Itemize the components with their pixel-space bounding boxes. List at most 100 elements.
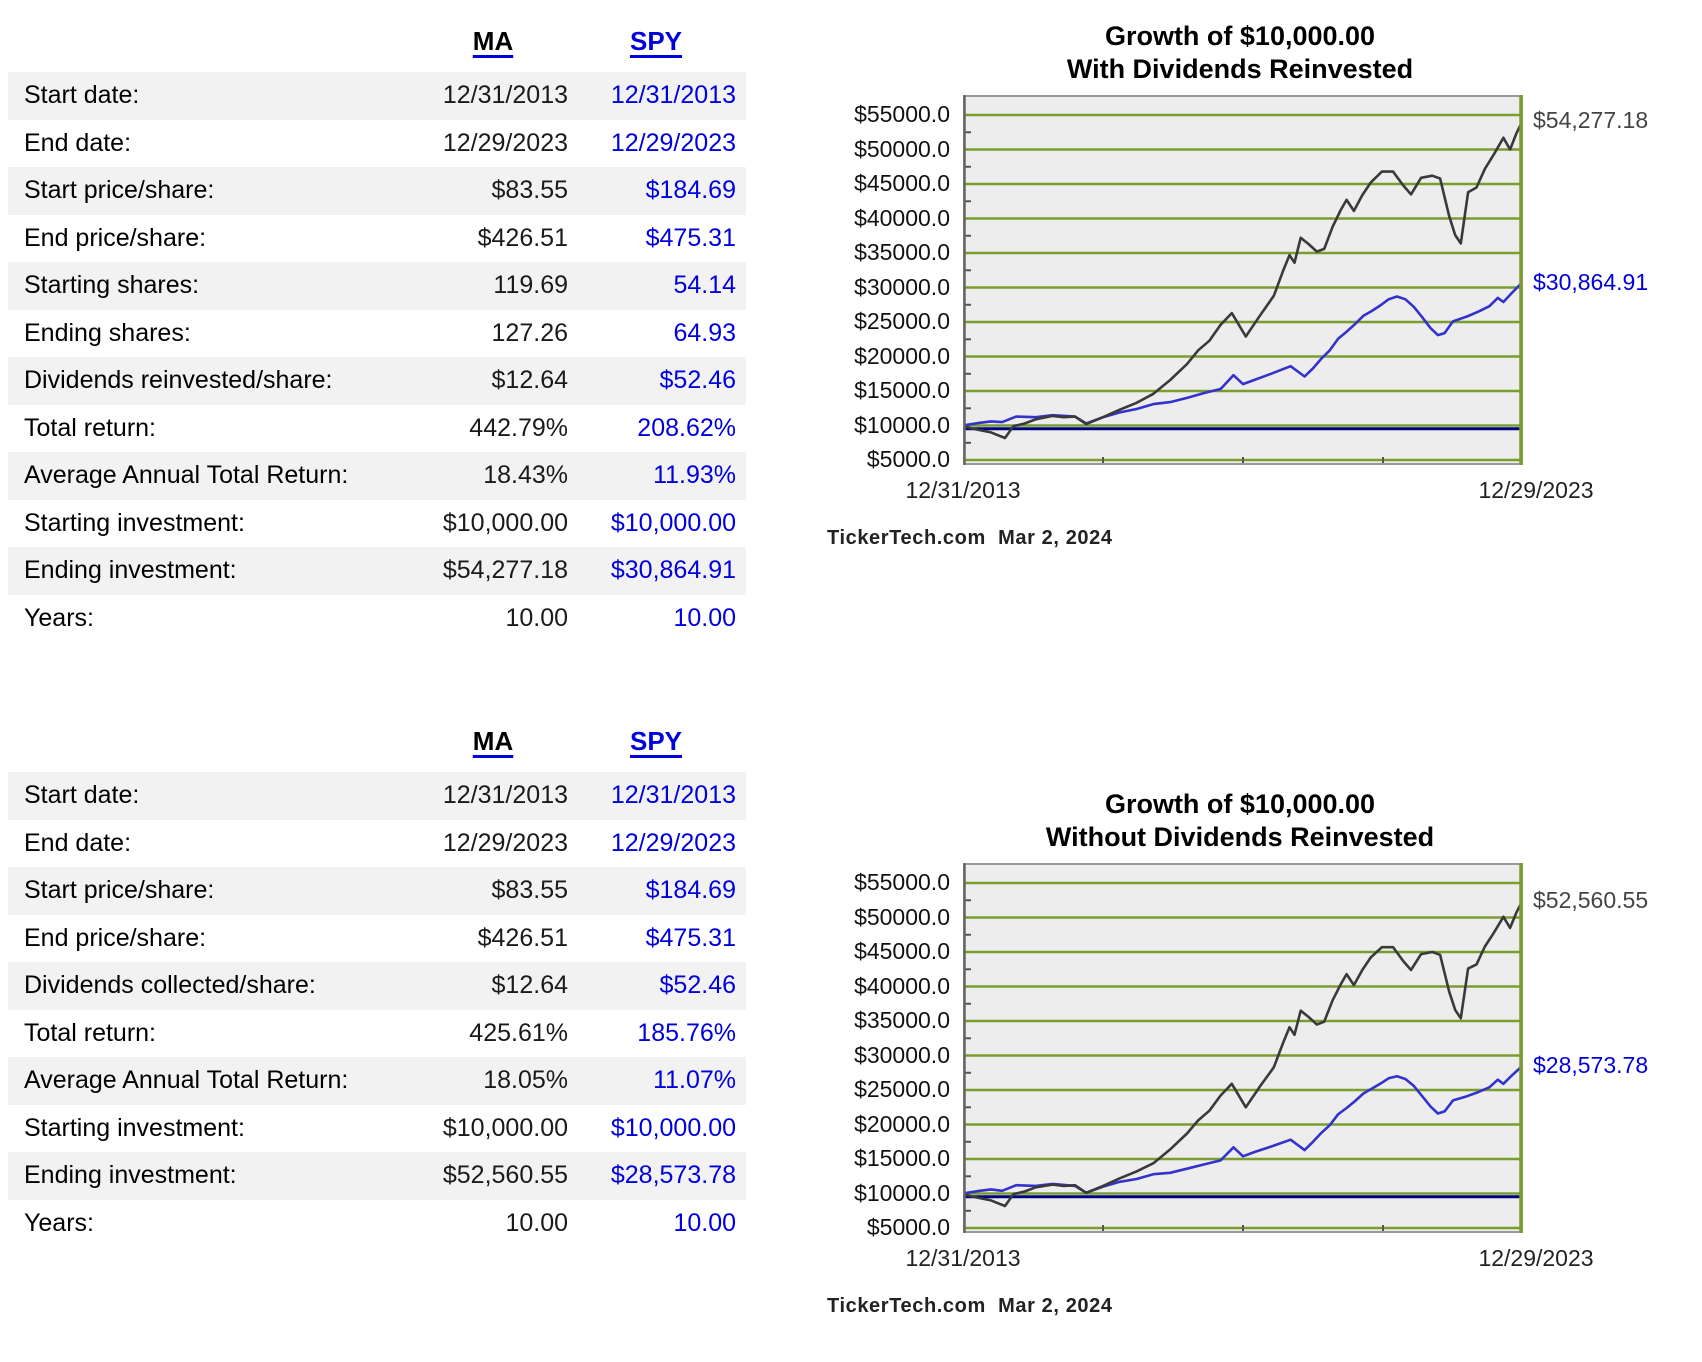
tickertech-credit: TickerTech.com Mar 2, 2024 [827, 527, 1113, 549]
spy-value: 185.76% [637, 1018, 736, 1047]
ma-value: $54,277.18 [442, 556, 568, 585]
ma-end-value-label: $54,277.18 [1533, 107, 1649, 133]
x-axis-end-label: 12/29/2023 [1478, 1245, 1594, 1271]
chart-without-dividends: Growth of $10,000.00 Without Dividends Re… [760, 768, 1702, 1362]
row-label: End price/share: [24, 223, 207, 252]
y-axis-tick-label: $45000.0 [854, 938, 950, 964]
table-row: Total return: 425.61% 185.76% [8, 1010, 746, 1058]
row-label: Years: [24, 1208, 94, 1237]
table-row: Starting shares: 119.69 54.14 [8, 262, 746, 310]
stats-rows-with-dividends: Start date: 12/31/2013 12/31/2013 End date:… [8, 72, 746, 642]
x-axis-start-label: 12/31/2013 [905, 477, 1021, 503]
y-axis-tick-label: $55000.0 [854, 101, 950, 127]
ma-value: 18.43% [483, 461, 568, 490]
spy-value: 11.93% [653, 461, 736, 490]
y-axis-tick-label: $55000.0 [854, 869, 950, 895]
row-label: Starting investment: [24, 1113, 245, 1142]
chart-title: Growth of $10,000.00 [1104, 21, 1376, 51]
y-axis-tick-label: $5000.0 [866, 1214, 950, 1241]
table-row: Starting investment: $10,000.00 $10,000.00 [8, 500, 746, 548]
ma-value: $12.64 [491, 971, 568, 1000]
row-label: Ending investment: [24, 556, 237, 585]
ma-value: 12/29/2023 [442, 128, 568, 157]
row-label: Dividends reinvested/share: [24, 366, 333, 395]
spy-value: $475.31 [645, 923, 736, 952]
spy-end-value-label: $30,864.91 [1533, 268, 1649, 295]
ma-value: 18.05% [483, 1066, 568, 1095]
table-row: Start price/share: $83.55 $184.69 [8, 167, 746, 215]
row-label: Average Annual Total Return: [24, 461, 349, 490]
ma-end-value-label: $52,560.55 [1533, 886, 1649, 913]
ma-line [963, 898, 1523, 1208]
ma-value: 442.79% [469, 413, 568, 442]
chart-subtitle: Without Dividends Reinvested [1045, 822, 1435, 852]
y-axis-tick-label: $15000.0 [854, 1145, 950, 1172]
spy-ticker-link[interactable]: SPY [629, 726, 683, 756]
table-header: MA SPY [8, 18, 746, 72]
ma-value: 12/31/2013 [442, 781, 568, 810]
row-label: End price/share: [24, 923, 207, 952]
row-label: Ending investment: [24, 1161, 237, 1190]
ma-ticker-link[interactable]: MA [472, 726, 514, 756]
spy-value: 12/29/2023 [610, 128, 736, 157]
table-row: Start date: 12/31/2013 12/31/2013 [8, 72, 746, 120]
y-axis-tick-label: $5000.0 [866, 446, 950, 473]
table-row: Start date: 12/31/2013 12/31/2013 [8, 772, 746, 820]
table-row: Ending investment: $52,560.55 $28,573.78 [8, 1152, 746, 1200]
row-label: End date: [24, 828, 132, 857]
spy-value: 10.00 [673, 1208, 736, 1237]
table-row: Start price/share: $83.55 $184.69 [8, 867, 746, 915]
x-axis-start-label: 12/31/2013 [905, 1245, 1021, 1271]
ma-value: 10.00 [505, 1208, 568, 1237]
spy-value: $184.69 [645, 876, 736, 905]
table-row: Years: 10.00 10.00 [8, 1200, 746, 1248]
table-row: End price/share: $426.51 $475.31 [8, 215, 746, 263]
y-axis-tick-label: $40000.0 [854, 972, 950, 999]
ma-value: $426.51 [477, 223, 568, 252]
spy-value: 54.14 [673, 271, 736, 300]
y-axis-tick-label: $40000.0 [854, 204, 950, 231]
plot-background [963, 95, 1523, 465]
spy-ticker-link[interactable]: SPY [629, 26, 683, 56]
row-label: Total return: [24, 413, 157, 442]
table-row: Average Annual Total Return: 18.05% 11.07% [8, 1057, 746, 1105]
y-axis-tick-label: $25000.0 [854, 308, 950, 335]
y-axis-tick-label: $50000.0 [854, 135, 950, 162]
table-row: Ending shares: 127.26 64.93 [8, 310, 746, 358]
y-axis-tick-label: $20000.0 [854, 1110, 950, 1137]
chart-title: Growth of $10,000.00 [1104, 789, 1376, 819]
plot-background [963, 863, 1523, 1233]
spy-value: 208.62% [637, 413, 736, 442]
spy-value: $52.46 [659, 971, 736, 1000]
row-label: Dividends collected/share: [24, 971, 316, 1000]
table-row: End price/share: $426.51 $475.31 [8, 915, 746, 963]
spy-value: 64.93 [673, 318, 736, 347]
spy-end-value-label: $28,573.78 [1533, 1052, 1649, 1079]
spy-value: 12/31/2013 [610, 781, 736, 810]
table-row: Years: 10.00 10.00 [8, 595, 746, 643]
y-axis-tick-label: $15000.0 [854, 377, 950, 404]
y-axis-tick-label: $35000.0 [854, 239, 950, 266]
ma-value: $83.55 [491, 176, 568, 205]
row-label: Start price/share: [24, 176, 215, 205]
ma-value: 127.26 [491, 318, 568, 347]
ma-value: $52,560.55 [442, 1161, 568, 1190]
y-axis-tick-label: $25000.0 [854, 1076, 950, 1103]
ma-value: 10.00 [505, 603, 568, 632]
spy-value: 10.00 [673, 603, 736, 632]
table-row: Dividends collected/share: $12.64 $52.46 [8, 962, 746, 1010]
table-header: MA SPY [8, 718, 746, 772]
y-axis-tick-label: $45000.0 [854, 170, 950, 196]
ma-ticker-link[interactable]: MA [472, 26, 514, 56]
spy-value: $30,864.91 [610, 556, 736, 585]
row-label: End date: [24, 128, 132, 157]
y-axis-tick-label: $35000.0 [854, 1007, 950, 1034]
table-without-dividends: MA SPY Start date: 12/31/2013 12/31/2013 En… [8, 718, 746, 1247]
row-label: Start date: [24, 781, 140, 810]
spy-value: $10,000.00 [610, 1113, 736, 1142]
ma-value: 425.61% [469, 1018, 568, 1047]
ma-value: 119.69 [493, 271, 568, 300]
chart-subtitle: With Dividends Reinvested [1066, 54, 1414, 84]
ma-value: 12/31/2013 [442, 81, 568, 110]
